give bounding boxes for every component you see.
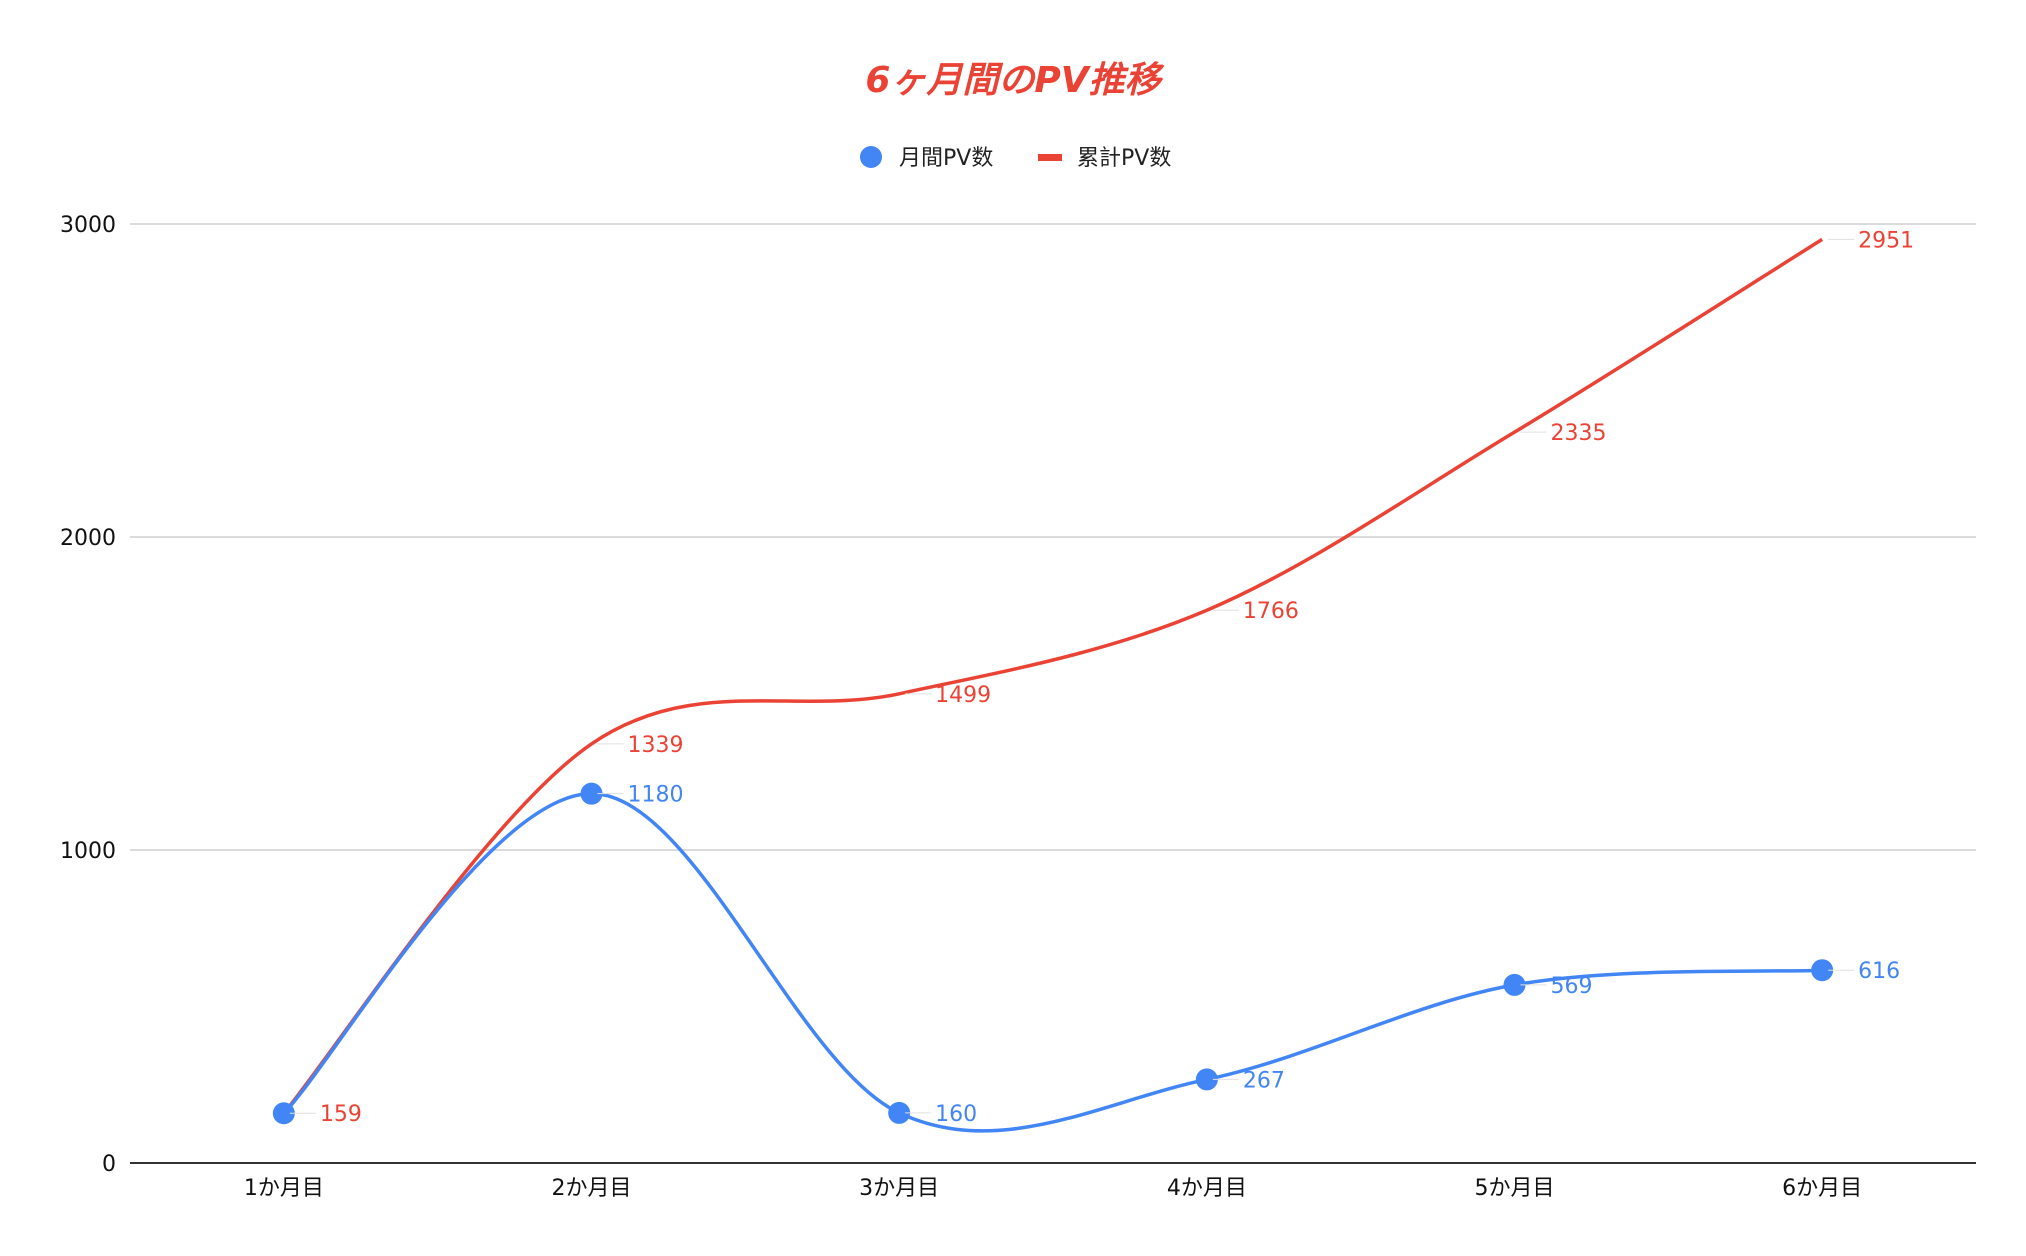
series-line-1 [282, 237, 1824, 1115]
x-tick-label-2: 3か月目 [859, 1176, 939, 1201]
legend-label-1: 累計PV数 [1077, 146, 1171, 171]
legend-marker-1 [1038, 154, 1062, 161]
x-tick-label-3: 4か月目 [1167, 1176, 1247, 1201]
data-label-1-1: 1339 [628, 733, 684, 758]
legend-label-0: 月間PV数 [899, 146, 993, 171]
point-0-4 [1503, 973, 1526, 996]
data-label-0-3: 267 [1243, 1068, 1285, 1093]
legend-marker-0 [860, 146, 882, 168]
x-tick-label-5: 6か月目 [1782, 1176, 1862, 1201]
data-label-0-4: 569 [1551, 974, 1593, 999]
data-label-0-5: 616 [1858, 959, 1900, 984]
data-label-1-4: 2335 [1551, 421, 1607, 446]
chart-title: 6ヶ月間のPV推移 [865, 60, 1164, 101]
x-tick-label-4: 5か月目 [1475, 1176, 1555, 1201]
y-axis: 0 1000 2000 3000 [60, 213, 116, 1177]
data-label-0-1: 1180 [628, 783, 684, 808]
x-tick-label-0: 1か月目 [244, 1176, 324, 1201]
chart-legend: 月間PV数 累計PV数 [860, 146, 1171, 171]
data-label-1-5: 2951 [1858, 228, 1914, 253]
data-label-1-3: 1766 [1243, 599, 1299, 624]
point-0-0 [272, 1102, 295, 1125]
y-tick-label-2: 2000 [60, 526, 116, 551]
data-labels: 1180 160 267 569 616 159 1339 1499 1766 2335 2951 [289, 228, 1914, 1127]
series-line-0 [282, 791, 1823, 1133]
y-tick-label-1: 1000 [60, 839, 116, 864]
data-label-1-0: 159 [320, 1102, 362, 1127]
x-axis: 1か月目 2か月目 3か月目 4か月目 5か月目 6か月目 [130, 1162, 1976, 1201]
point-0-5 [1811, 959, 1834, 982]
data-label-1-2: 1499 [935, 683, 991, 708]
y-tick-label-0: 0 [102, 1152, 116, 1177]
point-0-2 [888, 1101, 911, 1124]
y-tick-label-3: 3000 [60, 213, 116, 238]
chart-series [272, 237, 1834, 1133]
data-label-0-2: 160 [935, 1102, 977, 1127]
x-tick-label-1: 2か月目 [552, 1176, 632, 1201]
point-0-3 [1195, 1068, 1218, 1091]
point-0-1 [580, 782, 603, 805]
chart-gridlines [130, 223, 1976, 851]
